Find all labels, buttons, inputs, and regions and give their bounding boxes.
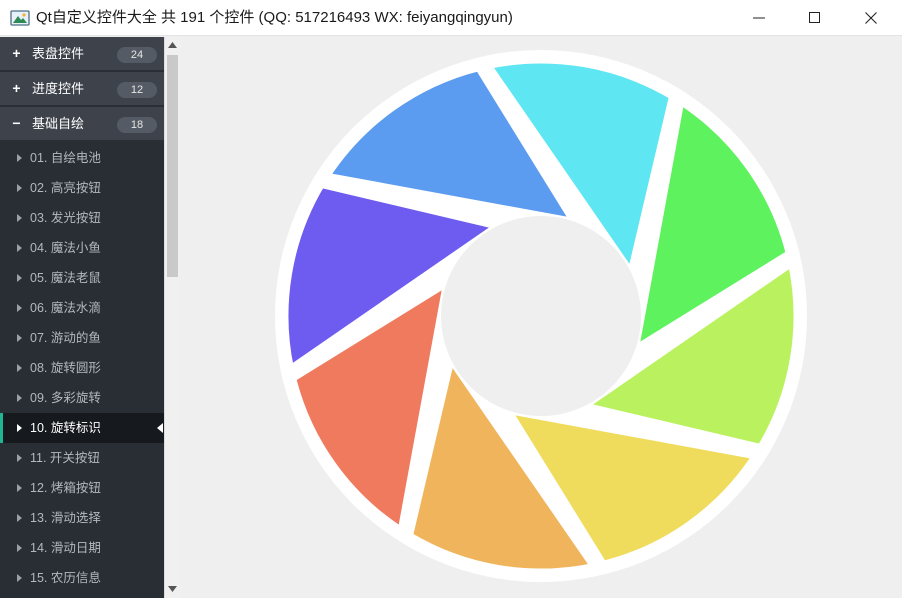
nav-item-label: 06. 魔法水滴 [30,301,101,315]
scroll-down-button[interactable] [165,581,180,598]
nav-item-label: 01. 自绘电池 [30,151,101,165]
nav-item-label: 14. 滑动日期 [30,541,101,555]
rotating-logo-widget [275,50,807,582]
selected-marker-icon [157,423,163,433]
caret-right-icon [17,154,22,162]
caret-right-icon [17,304,22,312]
caret-right-icon [17,484,22,492]
nav-item[interactable]: 04. 魔法小鱼 [0,233,164,263]
nav-item[interactable]: 09. 多彩旋转 [0,383,164,413]
nav-item[interactable]: 11. 开关按钮 [0,443,164,473]
nav-item-label: 12. 烤箱按钮 [30,481,101,495]
aperture-blade [482,56,677,281]
nav-group-dial[interactable]: + 表盘控件 24 [0,37,164,71]
nav-item[interactable]: 03. 发光按钮 [0,203,164,233]
nav-group-label: 基础自绘 [32,116,85,131]
caret-right-icon [17,454,22,462]
nav-item-label: 08. 旋转圆形 [30,361,101,375]
nav-item[interactable]: 02. 高亮按钮 [0,173,164,203]
nav-item-label: 09. 多彩旋转 [30,391,101,405]
caret-right-icon [17,274,22,282]
close-button[interactable] [848,0,894,36]
nav-item-label: 13. 滑动选择 [30,511,101,525]
aperture-blade [320,63,581,227]
scroll-up-button[interactable] [165,37,180,54]
sidebar-scrollbar[interactable] [164,37,180,598]
window-title: Qt自定义控件大全 共 191 个控件 (QQ: 517216493 WX: f… [36,9,513,26]
nav-item[interactable]: 06. 魔法水滴 [0,293,164,323]
nav-item[interactable]: 13. 滑动选择 [0,503,164,533]
nav-item-label: 04. 魔法小鱼 [30,241,101,255]
caret-right-icon [17,184,22,192]
expand-icon: + [12,80,21,96]
maximize-button[interactable] [792,0,838,36]
expand-icon: + [12,45,21,61]
title-bar[interactable]: Qt自定义控件大全 共 191 个控件 (QQ: 517216493 WX: f… [0,0,902,36]
nav-item-label: 03. 发光按钮 [30,211,101,225]
caret-right-icon [17,394,22,402]
aperture-blade [576,257,801,452]
caret-right-icon [17,334,22,342]
arrow-up-icon [168,42,177,48]
nav-item[interactable]: 12. 烤箱按钮 [0,473,164,503]
nav-item-selected[interactable]: 10. 旋转标识 [0,413,164,443]
caret-right-icon [17,574,22,582]
nav-group-count-badge: 18 [117,117,157,133]
nav-item[interactable]: 14. 滑动日期 [0,533,164,563]
nav-group-label: 表盘控件 [32,46,85,61]
scroll-thumb[interactable] [167,55,178,277]
aperture-blade [281,180,506,375]
nav-group-basic-painting[interactable]: − 基础自绘 18 [0,107,164,141]
close-icon [865,12,877,24]
aperture-blade [501,405,762,569]
maximize-icon [809,12,820,23]
aperture-blade [630,95,794,356]
collapse-icon: − [12,115,21,131]
caret-right-icon [17,424,22,432]
nav-item-label: 02. 高亮按钮 [30,181,101,195]
caret-right-icon [17,544,22,552]
minimize-icon [753,17,765,19]
nav-item[interactable]: 07. 游动的鱼 [0,323,164,353]
aperture-blade [288,276,452,537]
nav-group-progress[interactable]: + 进度控件 12 [0,72,164,106]
arrow-down-icon [168,586,177,592]
caret-right-icon [17,364,22,372]
caret-right-icon [17,244,22,252]
aperture-blade [405,351,600,576]
nav-item[interactable]: 01. 自绘电池 [0,143,164,173]
nav-item-label: 05. 魔法老鼠 [30,271,101,285]
caret-right-icon [17,514,22,522]
selection-indicator [0,413,3,443]
nav-item-label: 07. 游动的鱼 [30,331,101,345]
nav-item-label: 11. 开关按钮 [30,451,100,465]
nav-group-count-badge: 24 [117,47,157,63]
nav-group-label: 进度控件 [32,81,85,96]
caret-right-icon [17,214,22,222]
minimize-button[interactable] [736,0,782,36]
nav-item[interactable]: 15. 农历信息 [0,563,164,593]
widget-canvas [180,37,902,598]
logo-center-hole [441,216,641,416]
nav-item-label: 15. 农历信息 [30,571,101,585]
nav-item[interactable]: 08. 旋转圆形 [0,353,164,383]
nav-item-label: 10. 旋转标识 [30,421,101,435]
nav-item[interactable]: 05. 魔法老鼠 [0,263,164,293]
app-icon [10,10,30,26]
nav-sidebar: + 表盘控件 24 + 进度控件 12 − 基础自绘 18 01. 自绘电池 0… [0,37,164,598]
nav-group-count-badge: 12 [117,82,157,98]
